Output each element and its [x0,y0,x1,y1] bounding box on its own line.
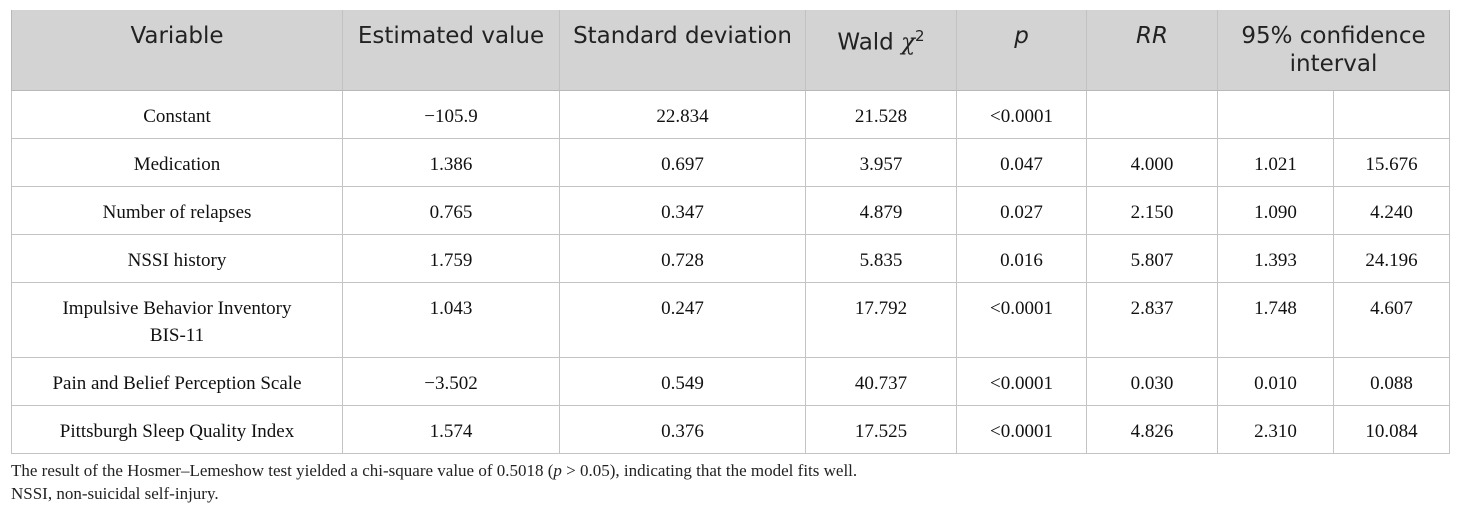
cell-estimated: 0.765 [342,185,560,235]
cell-estimated: −3.502 [342,356,560,406]
cell-wald: 17.792 [805,281,957,358]
cell-sd: 0.697 [559,137,806,187]
cell-rr: 4.826 [1086,404,1218,454]
cell-estimated: 1.043 [342,281,560,358]
cell-variable: Impulsive Behavior Inventory BIS-11 [11,281,343,358]
footnote-hosmer-lemeshow: The result of the Hosmer–Lemeshow test y… [11,459,857,482]
cell-variable: Number of relapses [11,185,343,235]
table-row: Number of relapses 0.765 0.347 4.879 0.0… [11,185,1450,235]
cell-variable: Pain and Belief Perception Scale [11,356,343,406]
regression-table-container: Variable Estimated value Standard deviat… [11,10,1450,454]
cell-p: <0.0001 [956,356,1087,406]
cell-ci-high: 4.240 [1333,185,1450,235]
chi-symbol: χ [901,29,916,56]
cell-rr: 5.807 [1086,233,1218,283]
cell-wald: 21.528 [805,89,957,139]
footnote-p-symbol: p [553,461,562,480]
header-standard-deviation: Standard deviation [559,10,806,91]
cell-estimated: 1.386 [342,137,560,187]
cell-p: 0.047 [956,137,1087,187]
cell-wald: 17.525 [805,404,957,454]
cell-variable: Pittsburgh Sleep Quality Index [11,404,343,454]
header-row: Variable Estimated value Standard deviat… [11,10,1450,91]
footnote-text-b: > 0.05), indicating that the model fits … [561,461,858,480]
cell-ci-low [1217,89,1334,139]
cell-rr: 2.837 [1086,281,1218,358]
cell-wald: 4.879 [805,185,957,235]
cell-sd: 0.247 [559,281,806,358]
cell-ci-high: 4.607 [1333,281,1450,358]
cell-sd: 0.347 [559,185,806,235]
cell-variable: Medication [11,137,343,187]
footnote-text-a: The result of the Hosmer–Lemeshow test y… [11,461,554,480]
cell-ci-low: 1.748 [1217,281,1334,358]
cell-wald: 5.835 [805,233,957,283]
cell-variable: NSSI history [11,233,343,283]
chi-superscript: 2 [915,27,925,45]
table-row: Pittsburgh Sleep Quality Index 1.574 0.3… [11,404,1450,454]
cell-estimated: −105.9 [342,89,560,139]
cell-p: <0.0001 [956,281,1087,358]
cell-p: <0.0001 [956,89,1087,139]
cell-ci-low: 1.021 [1217,137,1334,187]
cell-sd: 0.549 [559,356,806,406]
header-wald-chi-square: Wald χ2 [805,10,957,91]
table-row: Medication 1.386 0.697 3.957 0.047 4.000… [11,137,1450,187]
cell-ci-high: 10.084 [1333,404,1450,454]
cell-rr: 4.000 [1086,137,1218,187]
cell-p: 0.016 [956,233,1087,283]
header-p: p [956,10,1087,91]
cell-rr: 0.030 [1086,356,1218,406]
cell-wald: 3.957 [805,137,957,187]
wald-label: Wald [837,29,894,56]
cell-wald: 40.737 [805,356,957,406]
cell-ci-low: 0.010 [1217,356,1334,406]
cell-variable: Constant [11,89,343,139]
table-row: Pain and Belief Perception Scale −3.502 … [11,356,1450,406]
cell-rr: 2.150 [1086,185,1218,235]
header-estimated-value: Estimated value [342,10,560,91]
cell-ci-low: 1.393 [1217,233,1334,283]
cell-estimated: 1.574 [342,404,560,454]
cell-ci-high: 15.676 [1333,137,1450,187]
cell-ci-high: 0.088 [1333,356,1450,406]
cell-sd: 22.834 [559,89,806,139]
cell-sd: 0.728 [559,233,806,283]
header-variable: Variable [11,10,343,91]
cell-ci-high: 24.196 [1333,233,1450,283]
footnote-nssi-definition: NSSI, non-suicidal self-injury. [11,484,219,503]
header-rr: RR [1086,10,1218,91]
cell-estimated: 1.759 [342,233,560,283]
cell-ci-low: 2.310 [1217,404,1334,454]
cell-rr [1086,89,1218,139]
regression-results-table: Variable Estimated value Standard deviat… [11,10,1450,454]
header-confidence-interval: 95% confidence interval [1217,10,1450,91]
table-row: Constant −105.9 22.834 21.528 <0.0001 [11,89,1450,139]
cell-p: 0.027 [956,185,1087,235]
cell-ci-high [1333,89,1450,139]
cell-ci-low: 1.090 [1217,185,1334,235]
cell-sd: 0.376 [559,404,806,454]
cell-p: <0.0001 [956,404,1087,454]
table-row: NSSI history 1.759 0.728 5.835 0.016 5.8… [11,233,1450,283]
table-row: Impulsive Behavior Inventory BIS-11 1.04… [11,281,1450,358]
table-footnotes: The result of the Hosmer–Lemeshow test y… [11,459,857,505]
